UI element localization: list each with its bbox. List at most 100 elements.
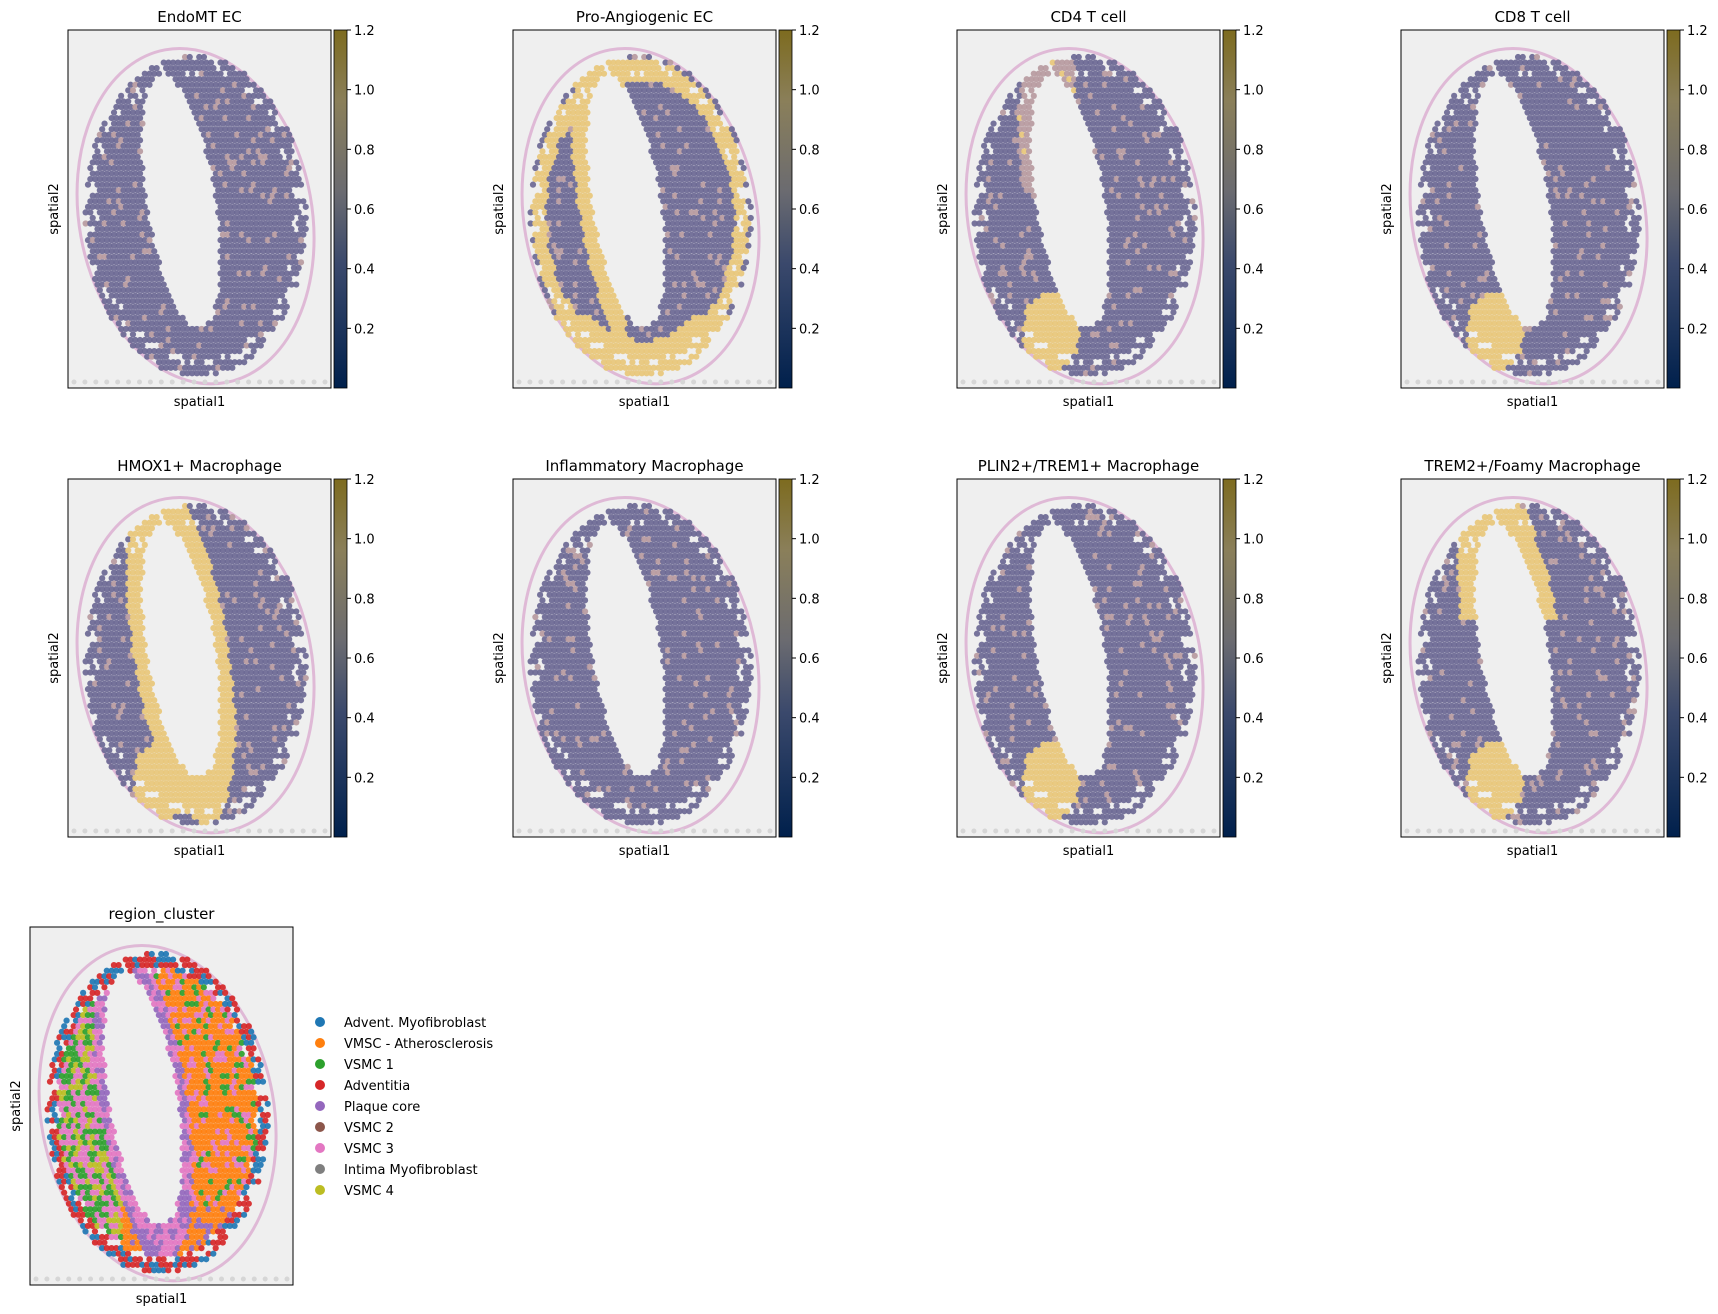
spot	[134, 242, 141, 249]
spot	[274, 159, 281, 166]
spot	[1028, 187, 1035, 194]
spot	[695, 348, 702, 355]
spot	[129, 231, 137, 238]
spot	[1184, 264, 1191, 271]
spot	[127, 114, 134, 122]
spot	[139, 264, 146, 271]
spot	[269, 225, 276, 233]
spot	[129, 342, 137, 349]
spot	[134, 109, 141, 116]
spot	[113, 270, 120, 277]
spot	[288, 225, 295, 233]
spot	[688, 76, 695, 83]
spot	[172, 320, 179, 327]
spot	[108, 137, 115, 144]
spot	[1075, 53, 1082, 61]
spot	[191, 98, 198, 105]
spot	[645, 76, 653, 83]
spot	[262, 298, 269, 305]
spot	[94, 159, 101, 166]
spot	[600, 270, 608, 277]
spot	[269, 181, 276, 188]
spot	[288, 203, 295, 210]
spot	[288, 137, 295, 144]
spot	[125, 320, 132, 327]
fiducial-spot	[191, 379, 197, 385]
spot	[281, 275, 288, 283]
spot	[118, 181, 125, 188]
spot	[1025, 137, 1033, 144]
spot	[113, 248, 120, 255]
spot	[174, 336, 182, 344]
spot	[674, 364, 681, 371]
spot	[652, 59, 660, 66]
spot	[271, 187, 279, 194]
spot	[87, 242, 94, 249]
spot	[203, 70, 210, 77]
spot	[610, 292, 617, 299]
spot	[257, 109, 264, 116]
spot	[226, 270, 234, 277]
spot	[274, 237, 281, 244]
spot	[125, 286, 132, 294]
spot	[245, 303, 253, 310]
spot	[276, 131, 283, 138]
spot	[113, 203, 120, 210]
spot	[219, 87, 227, 94]
spot	[1519, 53, 1526, 61]
spot	[231, 248, 238, 255]
spot	[1149, 92, 1156, 99]
spot	[290, 176, 298, 183]
spot	[127, 181, 134, 188]
spot	[94, 148, 101, 155]
spot	[115, 298, 122, 305]
spot	[1595, 109, 1602, 116]
spot	[234, 242, 241, 249]
spot	[255, 292, 262, 299]
spot	[1522, 70, 1529, 77]
spot	[198, 81, 205, 88]
spot	[198, 348, 205, 355]
spot	[198, 359, 205, 366]
spot	[262, 309, 269, 316]
spot	[622, 65, 629, 72]
spot	[255, 181, 262, 188]
spot	[224, 364, 231, 371]
spot	[1054, 292, 1061, 299]
spot	[198, 59, 205, 66]
spot	[283, 192, 290, 199]
spot	[726, 309, 733, 316]
spot	[122, 248, 129, 255]
spot	[1059, 303, 1066, 310]
spot	[222, 225, 229, 233]
spot	[1096, 59, 1104, 66]
spot	[127, 336, 134, 344]
spot	[162, 286, 170, 294]
spot	[629, 59, 636, 66]
spot	[271, 320, 279, 327]
spot	[132, 248, 139, 255]
spot	[196, 109, 203, 116]
spot	[84, 181, 92, 188]
spot	[127, 259, 134, 266]
spot	[203, 336, 210, 344]
spot	[243, 253, 250, 260]
spot	[226, 170, 234, 177]
spot	[293, 159, 300, 166]
spot	[129, 109, 137, 116]
spot	[129, 198, 137, 205]
spot	[146, 336, 153, 344]
spot	[224, 320, 231, 327]
spot	[125, 231, 132, 238]
spot	[264, 114, 271, 122]
spot	[260, 237, 267, 244]
spot	[205, 76, 212, 83]
colorbar-tick-label: 1.0	[1243, 84, 1264, 99]
fiducial-spot	[82, 379, 88, 385]
spot	[238, 309, 245, 316]
spot	[99, 181, 106, 188]
colorbar-tick-label: 0.2	[354, 322, 375, 337]
fiducial-spot	[603, 379, 609, 385]
spot	[170, 336, 177, 344]
spot	[264, 137, 271, 144]
